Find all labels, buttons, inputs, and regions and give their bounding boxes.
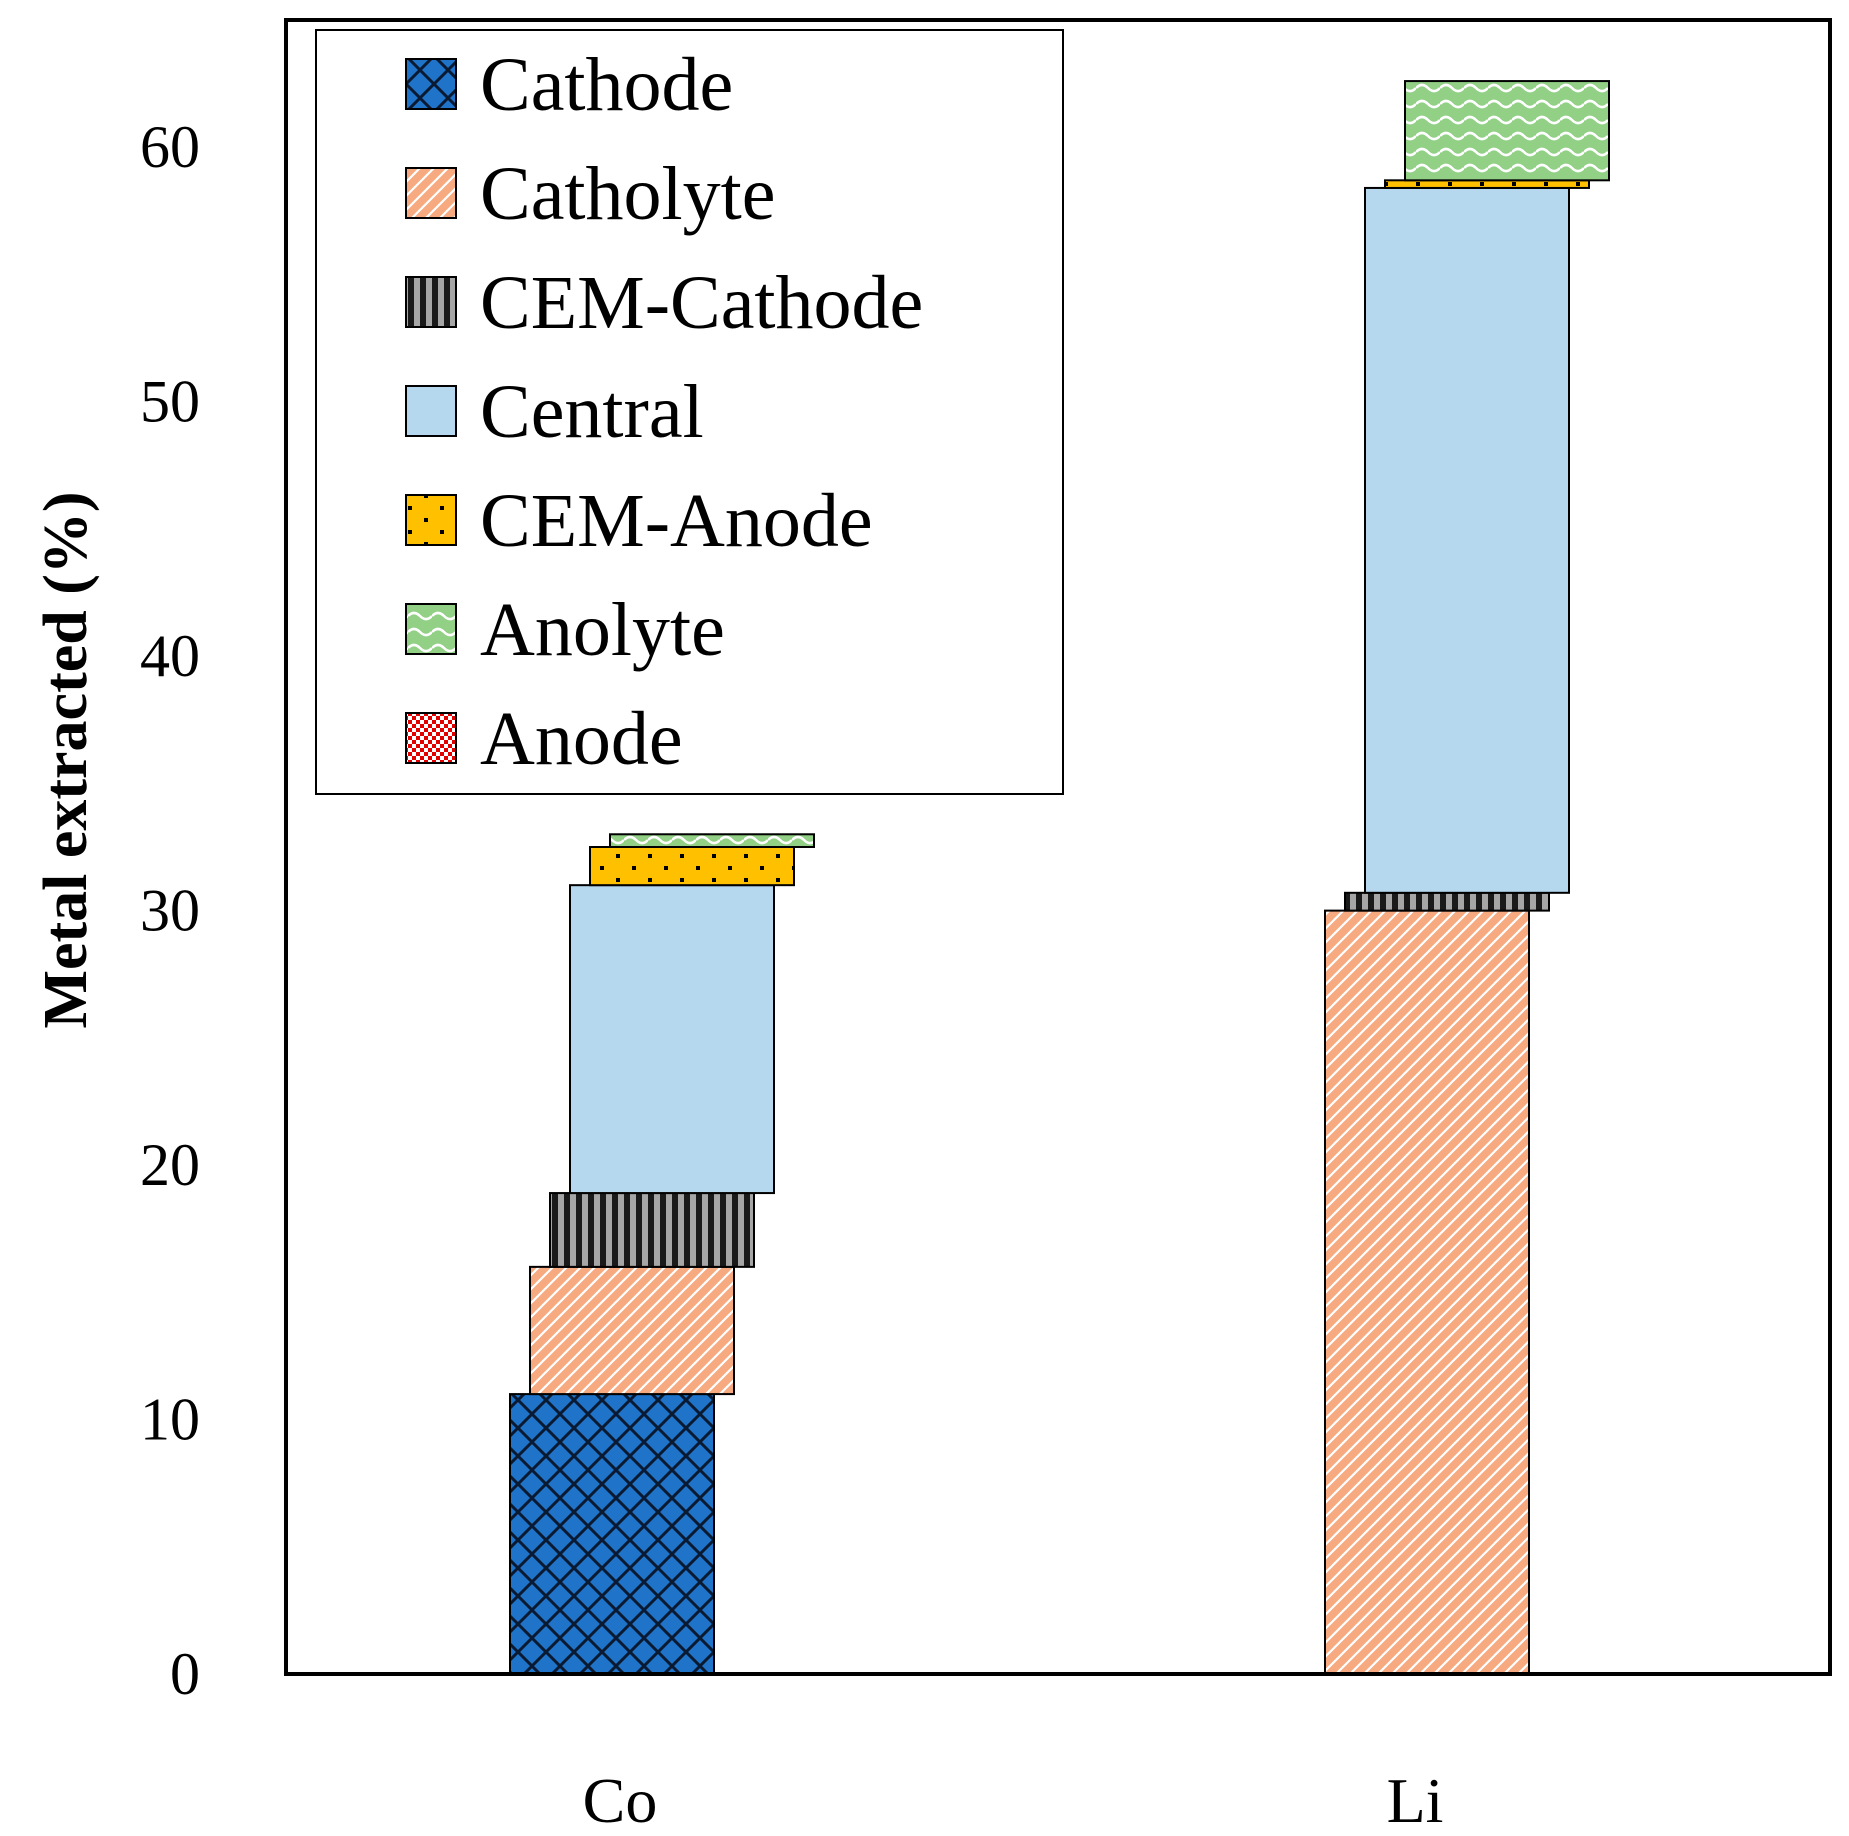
legend-label-anode: Anode <box>480 697 683 781</box>
bar-co-catholyte <box>529 1265 735 1396</box>
y-tick-label: 30 <box>140 878 200 944</box>
legend-swatch-central <box>405 385 457 437</box>
bar-li-catholyte <box>1324 909 1530 1675</box>
y-tick-label: 0 <box>170 1641 200 1707</box>
legend-label-central: Central <box>480 370 704 454</box>
y-tick-label: 20 <box>140 1132 200 1198</box>
legend-swatch-cem_cathode <box>405 276 457 328</box>
bars <box>509 80 1610 1675</box>
legend-box <box>315 29 1064 795</box>
legend-swatch-catholyte <box>405 167 457 219</box>
legend-label-catholyte: Catholyte <box>480 152 776 236</box>
legend-swatch-anolyte <box>405 603 457 655</box>
legend-swatch-cathode <box>405 58 457 110</box>
legend-swatch-anode <box>405 712 457 764</box>
bar-co-central <box>569 884 775 1195</box>
legend-label-cem_anode: CEM-Anode <box>480 479 873 563</box>
legend-label-anolyte: Anolyte <box>480 588 725 672</box>
bar-li-anolyte <box>1404 80 1610 182</box>
bar-li-cem_anode <box>1384 179 1590 189</box>
bar-co-cathode <box>509 1393 715 1675</box>
x-category-label: Li <box>1387 1765 1444 1836</box>
y-tick-label: 50 <box>140 369 200 435</box>
y-tick-label: 60 <box>140 114 200 180</box>
legend-swatch-cem_anode <box>405 494 457 546</box>
plot-frame <box>284 18 1832 1676</box>
x-axis: Co Li <box>583 1765 1444 1836</box>
bar-co-cem_anode <box>589 846 795 887</box>
bar-co-cem_cathode <box>549 1192 755 1268</box>
bar-li-central <box>1364 186 1570 894</box>
x-category-label: Co <box>583 1765 658 1836</box>
legend-label-cathode: Cathode <box>480 43 733 127</box>
legend: Cathode Catholyte CEM-Cathode Central CEM-An… <box>315 29 1064 795</box>
bar-li-cem_cathode <box>1344 891 1550 912</box>
y-axis: 0 10 20 30 40 50 60 <box>140 114 200 1707</box>
y-tick-label: 40 <box>140 623 200 689</box>
y-axis-title: Metal extracted (%) <box>32 491 100 1028</box>
legend-label-cem_cathode: CEM-Cathode <box>480 261 923 345</box>
y-tick-label: 10 <box>140 1387 200 1453</box>
bar-co-anolyte <box>609 833 815 848</box>
